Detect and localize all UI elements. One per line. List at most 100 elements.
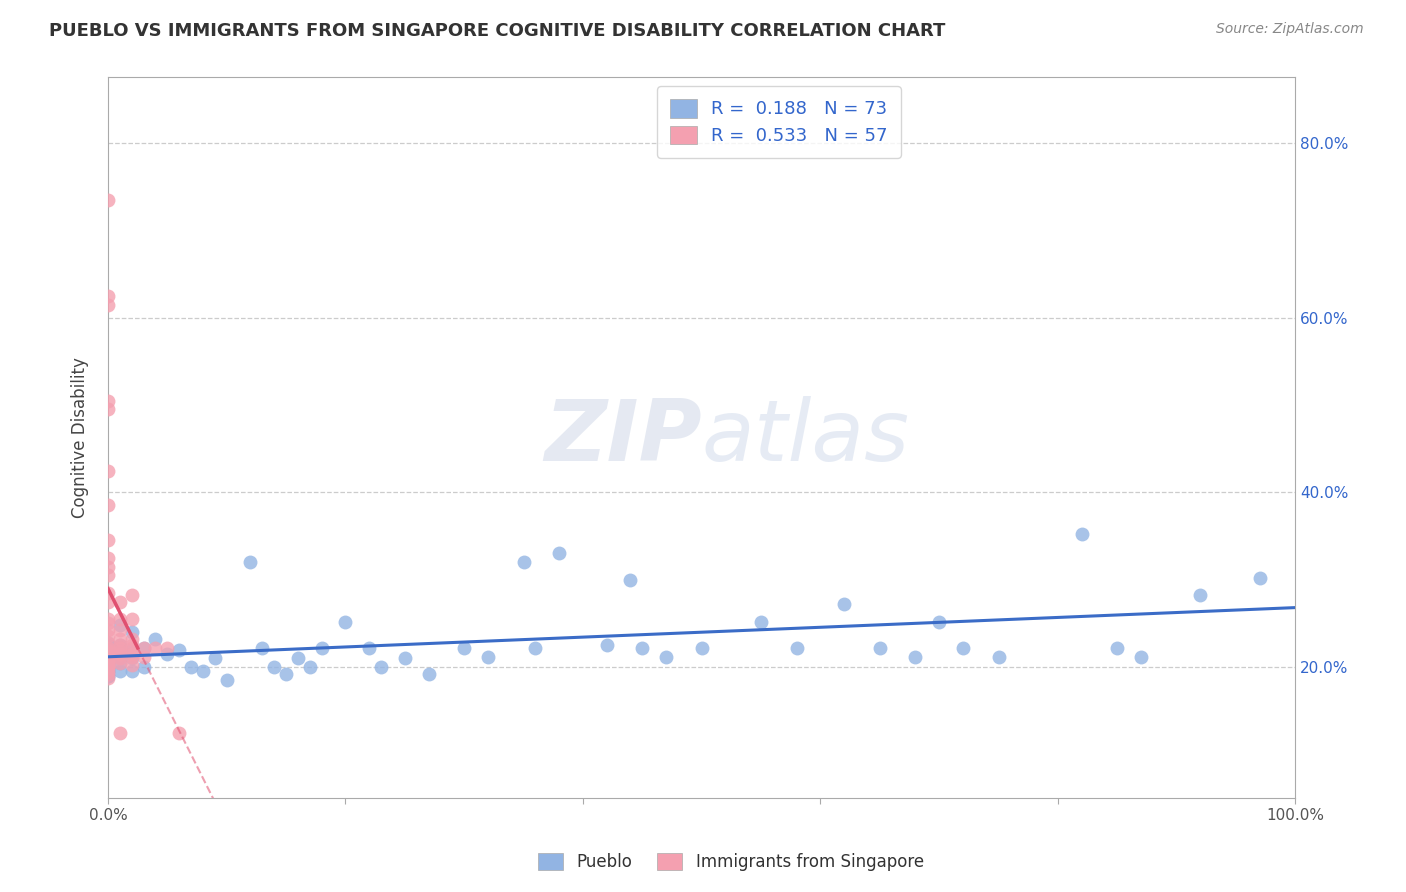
- Point: [108, 642, 131, 657]
- Point: [167, 725, 190, 739]
- Point: [108, 594, 131, 608]
- Point: [370, 660, 392, 674]
- Point: [97, 568, 120, 582]
- Point: [418, 667, 440, 681]
- Point: [832, 597, 855, 611]
- Point: [97, 660, 120, 674]
- Point: [619, 573, 641, 587]
- Point: [1130, 649, 1153, 664]
- Point: [631, 640, 654, 655]
- Point: [97, 667, 120, 681]
- Point: [97, 559, 120, 574]
- Point: [215, 673, 238, 687]
- Point: [108, 656, 131, 670]
- Point: [121, 665, 143, 679]
- Text: PUEBLO VS IMMIGRANTS FROM SINGAPORE COGNITIVE DISABILITY CORRELATION CHART: PUEBLO VS IMMIGRANTS FROM SINGAPORE COGN…: [49, 22, 946, 40]
- Point: [97, 612, 120, 626]
- Point: [121, 658, 143, 673]
- Text: atlas: atlas: [702, 396, 910, 479]
- Point: [786, 640, 808, 655]
- Point: [359, 640, 381, 655]
- Point: [121, 589, 143, 603]
- Point: [132, 649, 155, 664]
- Point: [108, 624, 131, 638]
- Point: [180, 660, 202, 674]
- Point: [97, 533, 120, 548]
- Text: Source: ZipAtlas.com: Source: ZipAtlas.com: [1216, 22, 1364, 37]
- Point: [97, 499, 120, 513]
- Point: [121, 649, 143, 664]
- Point: [97, 616, 120, 631]
- Point: [97, 550, 120, 565]
- Point: [121, 651, 143, 665]
- Point: [145, 632, 167, 646]
- Point: [108, 725, 131, 739]
- Point: [311, 640, 333, 655]
- Point: [655, 649, 678, 664]
- Point: [108, 638, 131, 652]
- Point: [97, 644, 120, 658]
- Y-axis label: Cognitive Disability: Cognitive Disability: [72, 358, 89, 518]
- Point: [97, 665, 120, 679]
- Point: [97, 402, 120, 417]
- Point: [97, 651, 120, 665]
- Point: [1107, 640, 1129, 655]
- Point: [335, 615, 357, 629]
- Point: [97, 665, 120, 679]
- Point: [477, 649, 499, 664]
- Point: [97, 656, 120, 670]
- Point: [121, 640, 143, 655]
- Point: [97, 642, 120, 657]
- Point: [97, 660, 120, 674]
- Point: [239, 555, 262, 569]
- Point: [108, 665, 131, 679]
- Point: [108, 651, 131, 665]
- Point: [108, 647, 131, 661]
- Point: [298, 660, 321, 674]
- Point: [108, 638, 131, 652]
- Point: [97, 660, 120, 674]
- Legend: Pueblo, Immigrants from Singapore: Pueblo, Immigrants from Singapore: [530, 845, 932, 880]
- Point: [97, 658, 120, 673]
- Point: [869, 640, 891, 655]
- Point: [97, 594, 120, 608]
- Point: [97, 624, 120, 638]
- Point: [108, 656, 131, 670]
- Point: [97, 463, 120, 477]
- Point: [749, 615, 772, 629]
- Point: [108, 632, 131, 646]
- Point: [97, 665, 120, 679]
- Point: [121, 642, 143, 657]
- Point: [167, 642, 190, 657]
- Point: [690, 640, 713, 655]
- Point: [97, 671, 120, 685]
- Point: [97, 393, 120, 408]
- Point: [97, 653, 120, 667]
- Point: [97, 638, 120, 652]
- Point: [548, 547, 571, 561]
- Point: [97, 289, 120, 303]
- Point: [97, 649, 120, 664]
- Point: [121, 638, 143, 652]
- Point: [97, 651, 120, 665]
- Point: [97, 651, 120, 665]
- Point: [252, 640, 274, 655]
- Point: [108, 618, 131, 632]
- Point: [121, 632, 143, 646]
- Point: [156, 640, 179, 655]
- Point: [1249, 571, 1271, 585]
- Point: [97, 660, 120, 674]
- Point: [97, 635, 120, 649]
- Point: [987, 649, 1010, 664]
- Point: [204, 651, 226, 665]
- Point: [145, 640, 167, 655]
- Point: [121, 647, 143, 661]
- Point: [97, 644, 120, 658]
- Point: [453, 640, 475, 655]
- Point: [394, 651, 416, 665]
- Point: [512, 555, 534, 569]
- Point: [97, 586, 120, 600]
- Point: [97, 651, 120, 665]
- Point: [97, 656, 120, 670]
- Point: [97, 297, 120, 311]
